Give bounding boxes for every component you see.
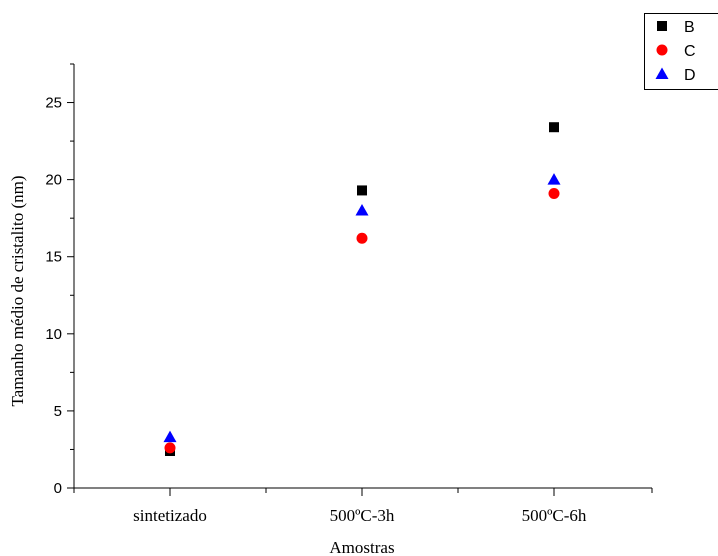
y-tick-label: 10 — [45, 326, 62, 343]
legend-label-c: C — [684, 43, 696, 60]
legend: BCD — [644, 13, 718, 90]
x-axis-ticks: sintetizado 500ºC-3h 500ºC-6h — [73, 488, 653, 525]
legend-marker-b — [657, 21, 667, 31]
data-points — [163, 122, 561, 456]
legend-box — [644, 13, 718, 90]
x-tick-label: 500ºC-3h — [330, 506, 395, 525]
y-tick-label: 5 — [54, 403, 62, 420]
data-point-d-2 — [547, 173, 561, 185]
y-tick-label: 0 — [54, 480, 62, 497]
data-point-c-0 — [164, 442, 176, 454]
legend-marker-c — [656, 44, 668, 56]
y-tick-label: 15 — [45, 249, 62, 266]
x-tick-label: sintetizado — [133, 506, 207, 525]
x-tick-label: 500ºC-6h — [522, 506, 587, 525]
data-point-b-1 — [357, 185, 367, 196]
data-point-c-1 — [356, 232, 368, 244]
data-point-d-0 — [163, 430, 177, 443]
legend-label-b: B — [684, 19, 695, 36]
data-point-c-2 — [548, 188, 560, 200]
data-point-b-2 — [549, 122, 559, 133]
y-axis-ticks: 0 5 10 15 20 25 — [45, 63, 74, 497]
legend-marker-d — [655, 67, 669, 79]
axes — [73, 64, 652, 489]
y-axis-title: Tamanho médio de cristalito (nm) — [8, 175, 27, 406]
y-tick-label: 20 — [45, 172, 62, 189]
legend-label-d: D — [684, 67, 696, 84]
x-axis-title: Amostras — [329, 538, 394, 556]
data-point-d-1 — [355, 203, 369, 216]
y-tick-label: 25 — [45, 95, 62, 112]
